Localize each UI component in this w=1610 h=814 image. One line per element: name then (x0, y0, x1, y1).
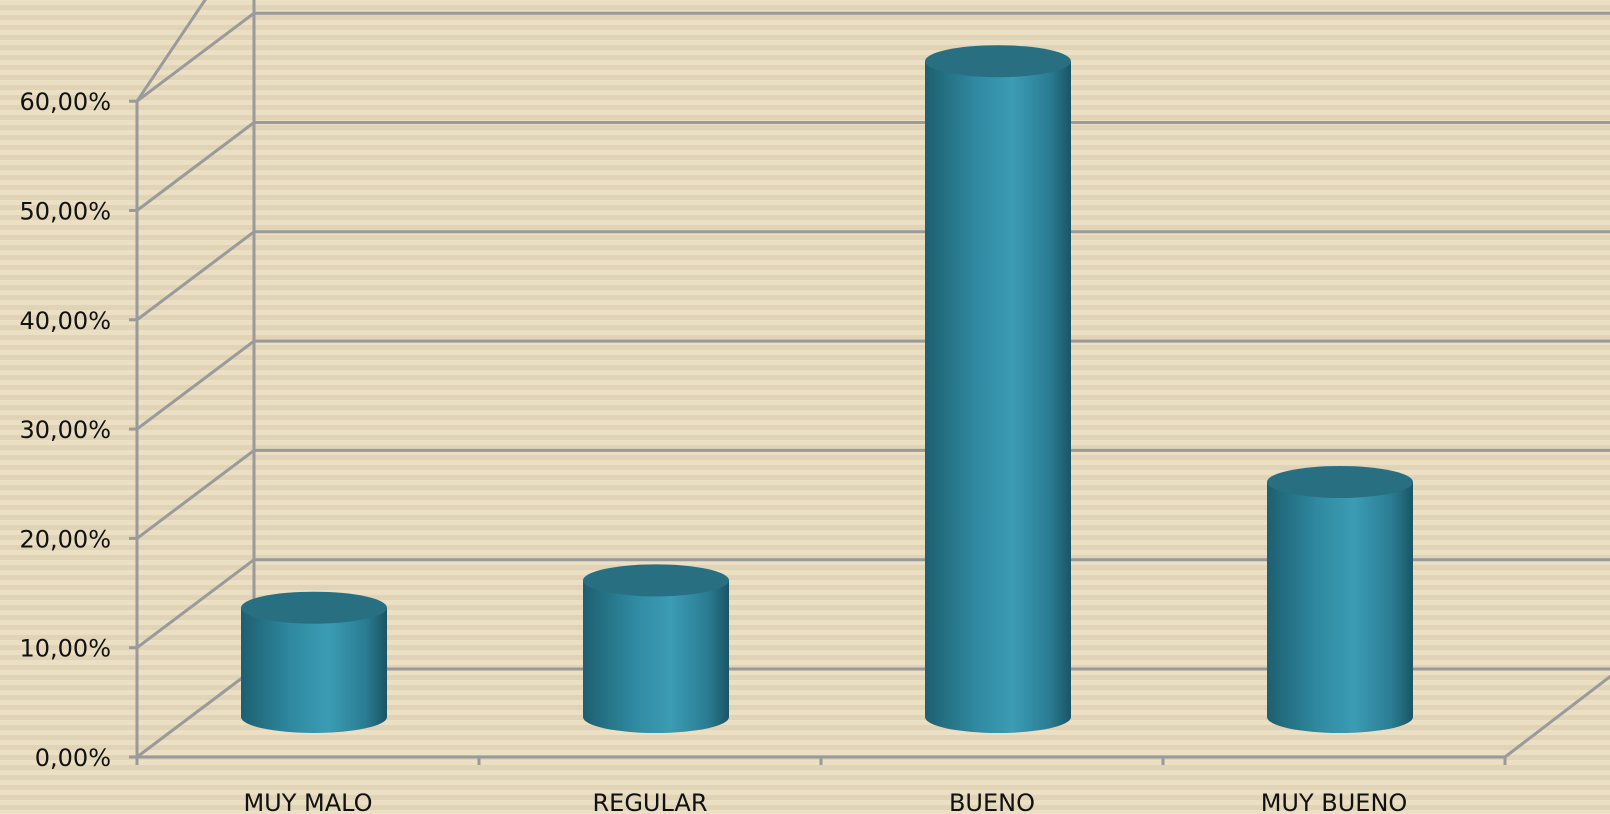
gridline-diagonal (135, 0, 207, 103)
gridline-diagonal (136, 558, 255, 649)
y-tick-label: 60,00% (19, 88, 111, 116)
y-tick-label: 30,00% (19, 416, 111, 444)
x-tick-label: MUY BUENO (1261, 789, 1408, 814)
bar-muy-malo (241, 591, 387, 733)
x-tick-label: REGULAR (592, 789, 707, 814)
gridline-diagonal (136, 449, 255, 540)
bars (241, 45, 1413, 733)
y-tick-label: 40,00% (19, 307, 111, 335)
bar-top (583, 564, 729, 597)
bar-body (583, 580, 729, 733)
axes (129, 99, 1610, 765)
bar-body (925, 61, 1071, 733)
y-tick-label: 0,00% (35, 744, 111, 772)
bar-top (925, 45, 1071, 78)
y-tick-label: 10,00% (19, 635, 111, 663)
y-tick-label: 50,00% (19, 198, 111, 226)
bar-regular (583, 564, 729, 733)
x-tick-label: MUY MALO (243, 789, 372, 814)
bar-body (241, 607, 387, 733)
gridline-diagonal (136, 339, 255, 431)
gridline-diagonal (136, 12, 255, 103)
y-tick-label: 20,00% (19, 525, 111, 553)
gridline-diagonal (136, 230, 255, 321)
bar-top (241, 591, 387, 624)
bar-bueno (925, 45, 1071, 733)
bar-top (1267, 466, 1413, 499)
gridline-diagonal (136, 667, 255, 759)
bar-muy-bueno (1267, 466, 1413, 733)
gridline-diagonal (136, 121, 255, 212)
tick-labels: 0,00% 10,00% 20,00% 30,00% 40,00% 50,00% 60,00… (19, 88, 1407, 814)
floor-right-edge (1504, 674, 1610, 759)
bar-body (1267, 482, 1413, 733)
x-tick-label: BUENO (949, 789, 1035, 814)
